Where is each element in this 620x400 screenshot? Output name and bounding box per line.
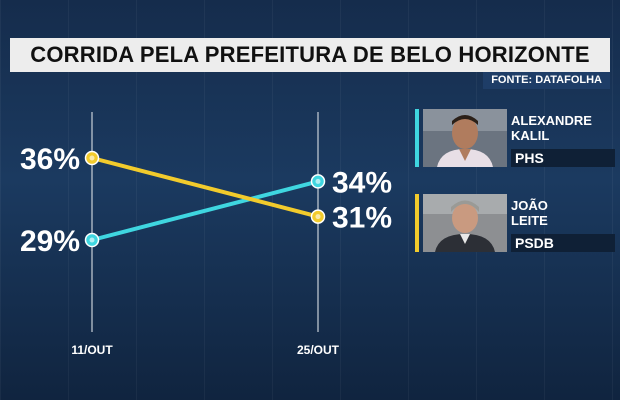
portrait-icon xyxy=(423,194,507,252)
data-label: 36% xyxy=(20,143,80,176)
data-label: 34% xyxy=(332,166,392,199)
data-label: 31% xyxy=(332,202,392,235)
candidate-card-kalil: ALEXANDRE KALIL PHS xyxy=(415,109,615,167)
candidate-color-bar xyxy=(415,194,419,252)
source-label: FONTE: DATAFOLHA xyxy=(483,72,610,89)
candidate-name: JOÃO LEITE xyxy=(511,198,548,228)
series-line xyxy=(90,179,320,242)
candidate-card-leite: JOÃO LEITE PSDB xyxy=(415,194,615,252)
candidate-photo-leite xyxy=(423,194,507,252)
data-point-center xyxy=(89,155,95,161)
chart-title: CORRIDA PELA PREFEITURA DE BELO HORIZONT… xyxy=(30,42,590,67)
candidate-name: ALEXANDRE KALIL xyxy=(511,113,592,143)
x-tick-label: 25/OUT xyxy=(297,343,340,357)
portrait-icon xyxy=(423,109,507,167)
x-tick-label: 11/OUT xyxy=(71,343,113,357)
candidate-party: PSDB xyxy=(511,234,615,252)
data-label: 29% xyxy=(20,225,80,258)
data-point-center xyxy=(89,237,95,243)
candidate-party: PHS xyxy=(511,149,615,167)
series-line xyxy=(90,156,320,219)
data-point-center xyxy=(315,178,321,184)
candidate-color-bar xyxy=(415,109,419,167)
title-bar: CORRIDA PELA PREFEITURA DE BELO HORIZONT… xyxy=(10,38,610,72)
candidate-photo-kalil xyxy=(423,109,507,167)
data-point-center xyxy=(315,214,321,220)
